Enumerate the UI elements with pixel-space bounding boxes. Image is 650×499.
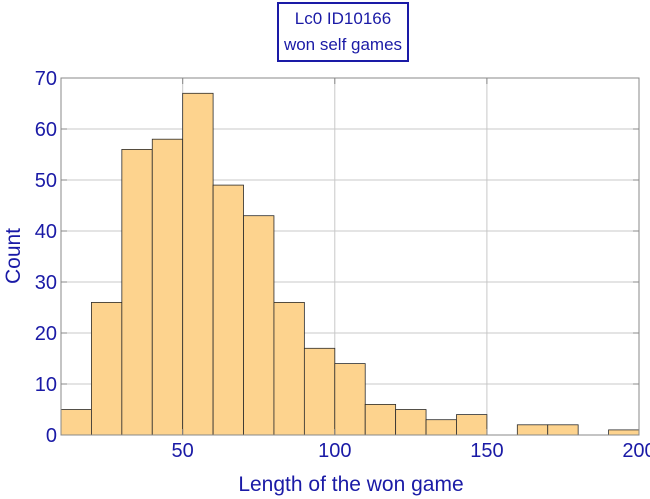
plot-frame bbox=[60, 77, 640, 436]
y-tick-label: 40 bbox=[35, 221, 57, 243]
histogram-bar bbox=[364, 403, 397, 436]
y-tick-label: 60 bbox=[35, 119, 57, 141]
y-tick-label: 20 bbox=[35, 323, 57, 345]
histogram-bar bbox=[151, 138, 184, 436]
chart-title-box: Lc0 ID10166 won self games bbox=[277, 2, 409, 62]
x-tick-label: 200 bbox=[622, 440, 650, 462]
chart-title: Lc0 ID10166 bbox=[294, 9, 392, 28]
x-tick-label: 100 bbox=[318, 440, 351, 462]
y-tick-label: 10 bbox=[35, 374, 57, 396]
y-tick-label: 30 bbox=[35, 272, 57, 294]
histogram-bar bbox=[456, 414, 488, 436]
x-tick-label: 150 bbox=[470, 440, 503, 462]
x-tick-label: 50 bbox=[172, 440, 194, 462]
histogram-bar bbox=[121, 148, 153, 436]
histogram-bar bbox=[91, 301, 123, 436]
chart-subtitle: won self games bbox=[283, 35, 403, 54]
x-axis-label: Length of the won game bbox=[238, 473, 463, 496]
histogram-bar bbox=[547, 424, 579, 436]
histogram-bars bbox=[60, 92, 640, 436]
histogram-bar bbox=[60, 409, 92, 436]
histogram-bar bbox=[243, 215, 275, 436]
histogram-bar bbox=[273, 301, 305, 436]
y-axis-label: Count bbox=[2, 228, 25, 284]
histogram-bar bbox=[608, 429, 640, 436]
y-tick-label: 50 bbox=[35, 170, 57, 192]
histogram-bar bbox=[425, 419, 457, 436]
y-tick-label: 70 bbox=[35, 68, 57, 90]
histogram-bar bbox=[182, 92, 214, 436]
y-tick-label: 0 bbox=[46, 425, 57, 447]
histogram-bar bbox=[334, 363, 366, 436]
axis-ticks: 0 10 20 30 40 50 60 70 50 100 150 200 bbox=[35, 68, 650, 462]
histogram-bar bbox=[516, 424, 549, 436]
histogram-bar bbox=[212, 184, 244, 436]
histogram-bar bbox=[395, 409, 427, 436]
histogram-bar bbox=[303, 347, 336, 436]
